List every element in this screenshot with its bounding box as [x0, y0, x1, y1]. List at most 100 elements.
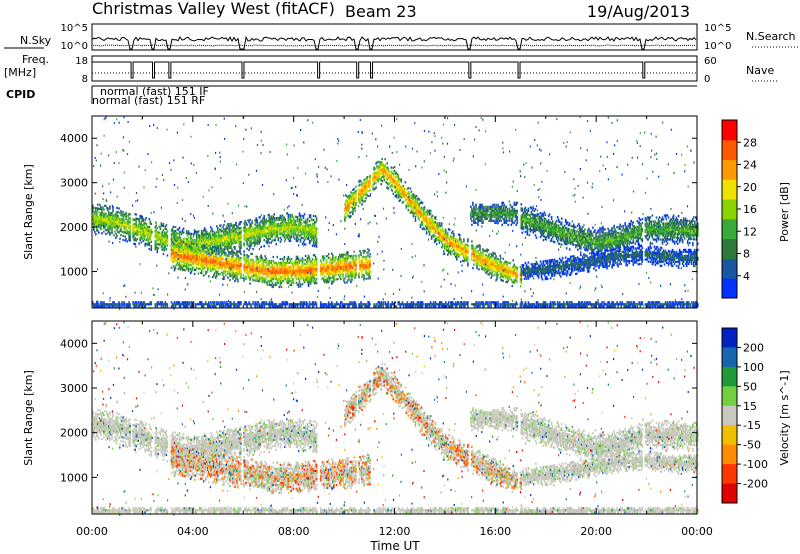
power-cell: [349, 206, 351, 208]
power-cell: [345, 271, 347, 273]
power-cell: [115, 233, 117, 235]
power-cell: [246, 248, 248, 250]
power-cell: [234, 252, 236, 254]
power-cell: [210, 230, 212, 232]
power-cell: [105, 233, 107, 235]
power-cell: [275, 239, 277, 241]
power-cell: [427, 227, 429, 229]
power-cell: [299, 212, 301, 214]
power-cell: [352, 267, 354, 269]
power-cell: [339, 258, 341, 260]
power-cell: [280, 258, 282, 260]
power-cell: [165, 246, 167, 248]
power-cell: [316, 237, 318, 239]
power-cell: [252, 263, 254, 265]
power-cell: [149, 248, 151, 250]
power-cell: [178, 252, 180, 254]
power-cell: [240, 277, 242, 279]
power-cell: [266, 282, 268, 284]
power-cell: [355, 196, 357, 198]
power-cell: [265, 223, 267, 225]
power-cell: [421, 207, 423, 209]
power-cell: [307, 259, 309, 261]
power-cell: [171, 267, 173, 269]
nave-label: Nave: [746, 64, 774, 77]
power-cell: [367, 277, 369, 279]
power-cell: [299, 280, 301, 282]
power-cell: [330, 277, 332, 279]
power-cell: [239, 259, 241, 261]
power-cell: [279, 266, 281, 268]
power-cell: [415, 220, 417, 222]
power-cell: [331, 253, 333, 255]
power-cell: [292, 216, 294, 218]
power-cell: [339, 276, 341, 278]
power-cell: [422, 222, 424, 224]
power-cell: [358, 256, 360, 258]
power-cell: [119, 238, 121, 240]
power-cell: [393, 173, 395, 175]
power-cell: [280, 284, 282, 286]
power-cell: [467, 246, 469, 248]
power-cell: [252, 259, 254, 261]
power-cell: [321, 262, 323, 264]
power-cell: [129, 213, 131, 215]
power-cell: [204, 247, 206, 249]
power-cell: [246, 242, 248, 244]
power-cell: [368, 267, 370, 269]
power-cell: [111, 228, 113, 230]
power-cell: [467, 258, 469, 260]
power-cell: [271, 262, 273, 264]
power-cell: [253, 261, 255, 263]
power-cell: [240, 245, 242, 247]
power-cell: [315, 280, 317, 282]
power-cell: [211, 228, 213, 230]
power-cell: [365, 260, 367, 262]
power-cell: [473, 264, 475, 266]
power-cell: [420, 226, 422, 228]
power-cell: [316, 229, 318, 231]
power-cell: [240, 269, 242, 271]
power-cell: [352, 257, 354, 259]
power-cell: [295, 222, 297, 224]
power-cell: [447, 234, 449, 236]
power-cell: [265, 235, 267, 237]
power-cell: [271, 216, 273, 218]
power-cell: [261, 275, 263, 277]
power-cell: [296, 256, 298, 258]
power-cell: [369, 183, 371, 185]
power-cell: [360, 254, 362, 256]
power-cell: [219, 273, 221, 275]
power-cell: [237, 280, 239, 282]
power-cell: [113, 234, 115, 236]
power-cell: [111, 212, 113, 214]
power-cell: [346, 261, 348, 263]
power-cell: [212, 246, 214, 248]
power-cell: [232, 256, 234, 258]
power-cell: [129, 223, 131, 225]
power-cell: [448, 248, 450, 250]
power-cell: [351, 269, 353, 271]
power-cell: [143, 224, 145, 226]
power-cell: [316, 282, 318, 284]
power-cell: [508, 266, 510, 268]
power-cell: [302, 273, 304, 275]
power-cell: [355, 194, 357, 196]
power-cell: [116, 235, 118, 237]
power-cell: [163, 223, 165, 225]
power-cell: [333, 256, 335, 258]
power-cell: [520, 266, 522, 268]
power-cell: [251, 220, 253, 222]
power-cell: [316, 227, 318, 229]
power-cell: [277, 268, 279, 270]
power-cell: [313, 243, 315, 245]
power-cell: [496, 278, 498, 280]
power-cell: [316, 262, 318, 264]
power-cell: [293, 232, 295, 234]
power-cell: [269, 216, 271, 218]
power-cell: [396, 176, 398, 178]
power-cell: [303, 237, 305, 239]
power-cell: [233, 270, 235, 272]
power-cell: [302, 257, 304, 259]
power-cell: [300, 217, 302, 219]
